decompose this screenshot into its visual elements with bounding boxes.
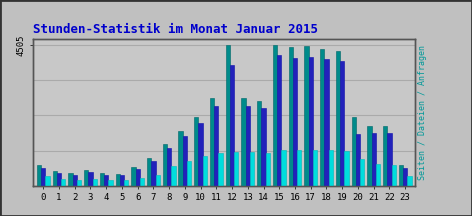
Bar (124, 180, 128, 186)
Bar (219, 153, 223, 186)
Text: Stunden-Statistik im Monat Januar 2015: Stunden-Statistik im Monat Januar 2015 (33, 23, 318, 36)
Bar (57, 173, 61, 186)
Bar (304, 46, 309, 186)
Bar (266, 153, 270, 186)
Bar (345, 151, 349, 186)
Bar (156, 175, 160, 186)
Bar (226, 45, 230, 186)
Bar (183, 136, 187, 186)
Bar (329, 151, 333, 186)
Bar (187, 161, 191, 186)
Bar (68, 173, 73, 186)
Bar (352, 117, 356, 186)
Bar (135, 169, 140, 186)
Bar (356, 134, 360, 186)
Bar (147, 158, 152, 186)
Bar (116, 174, 120, 186)
Bar (297, 151, 302, 186)
Bar (320, 49, 324, 186)
Bar (230, 65, 234, 186)
Bar (171, 166, 176, 186)
Bar (45, 176, 50, 186)
Bar (37, 165, 41, 186)
Bar (383, 126, 388, 186)
Bar (104, 175, 109, 186)
Bar (250, 152, 254, 186)
Bar (210, 98, 214, 186)
Bar (324, 59, 329, 186)
Bar (257, 101, 261, 186)
Bar (178, 131, 183, 186)
Bar (273, 45, 277, 186)
Bar (261, 108, 266, 186)
Bar (140, 178, 144, 186)
Bar (53, 171, 57, 186)
Bar (281, 149, 286, 186)
Bar (194, 117, 199, 186)
Bar (360, 159, 364, 186)
Bar (84, 170, 88, 186)
Bar (214, 106, 219, 186)
Bar (277, 54, 281, 186)
Bar (88, 172, 93, 186)
Bar (131, 167, 135, 186)
Bar (313, 150, 317, 186)
Bar (309, 57, 313, 186)
Bar (167, 148, 171, 186)
Bar (376, 164, 380, 186)
Bar (73, 175, 77, 186)
Bar (234, 152, 238, 186)
Bar (289, 47, 293, 186)
Bar (392, 165, 396, 186)
Bar (242, 98, 246, 186)
Bar (100, 173, 104, 186)
Bar (246, 106, 250, 186)
Bar (120, 175, 124, 186)
Bar (203, 156, 207, 186)
Bar (340, 61, 345, 186)
Y-axis label: Seiten / Dateien / Anfragen: Seiten / Dateien / Anfragen (418, 45, 427, 180)
Bar (199, 123, 203, 186)
Bar (41, 168, 45, 186)
Bar (163, 144, 167, 186)
Bar (109, 179, 113, 186)
Bar (371, 133, 376, 186)
Bar (336, 51, 340, 186)
Bar (367, 126, 371, 186)
Bar (388, 133, 392, 186)
Bar (399, 165, 403, 186)
Bar (152, 161, 156, 186)
Bar (293, 58, 297, 186)
Bar (61, 179, 66, 186)
Bar (403, 168, 407, 186)
Bar (77, 180, 81, 186)
Bar (93, 179, 97, 186)
Bar (407, 176, 412, 186)
